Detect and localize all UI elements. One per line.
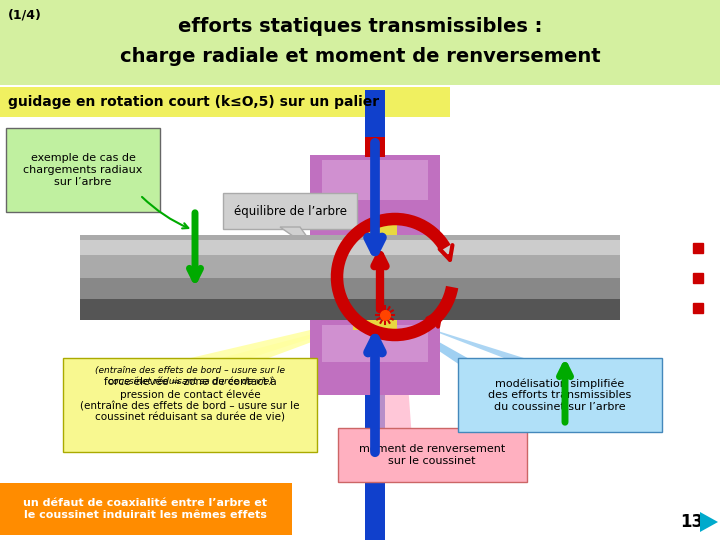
Text: efforts statiques transmissibles :: efforts statiques transmissibles : — [178, 17, 542, 36]
Bar — [322, 325, 428, 362]
Text: (1/4): (1/4) — [8, 8, 42, 21]
Polygon shape — [80, 315, 385, 410]
Text: un défaut de coaxialité entre l’arbre et
le coussinet induirait les mêmes effets: un défaut de coaxialité entre l’arbre et… — [23, 498, 267, 520]
Text: force élevée ⇒ zone de contact à
pression de contact élevée
(entraîne des effets: force élevée ⇒ zone de contact à pressio… — [80, 377, 300, 423]
Text: charge radiale et moment de renversement: charge radiale et moment de renversement — [120, 46, 600, 65]
Polygon shape — [75, 313, 387, 415]
Polygon shape — [280, 227, 320, 255]
Bar — [365, 137, 385, 157]
Bar — [80, 235, 620, 299]
Bar — [80, 235, 620, 320]
Bar — [310, 320, 440, 395]
Polygon shape — [370, 315, 415, 480]
Text: 13: 13 — [680, 513, 703, 531]
FancyBboxPatch shape — [0, 483, 292, 535]
Bar — [322, 160, 428, 200]
FancyBboxPatch shape — [223, 193, 357, 229]
FancyBboxPatch shape — [6, 128, 160, 212]
Bar — [80, 240, 620, 255]
FancyBboxPatch shape — [63, 358, 317, 452]
Bar — [365, 90, 385, 540]
Text: modélisation simplifiée
des efforts transmissibles
du coussinet sur l’arbre: modélisation simplifiée des efforts tran… — [488, 378, 631, 412]
Polygon shape — [387, 313, 610, 395]
Bar — [80, 235, 620, 278]
Bar — [353, 225, 397, 330]
Polygon shape — [385, 315, 560, 420]
Polygon shape — [700, 512, 718, 532]
FancyBboxPatch shape — [458, 358, 662, 432]
Bar — [0, 0, 720, 85]
FancyBboxPatch shape — [338, 428, 527, 482]
Bar — [310, 155, 440, 235]
Text: exemple de cas de
chargements radiaux
sur l’arbre: exemple de cas de chargements radiaux su… — [23, 153, 143, 187]
Text: moment de renversement
sur le coussinet: moment de renversement sur le coussinet — [359, 444, 505, 466]
Text: équilibre de l’arbre: équilibre de l’arbre — [233, 205, 346, 218]
Text: (entraîne des effets de bord – usure sur le
coussinet réduisant sa durée de vie): (entraîne des effets de bord – usure sur… — [95, 366, 285, 386]
Text: guidage en rotation court (k≤O,5) sur un palier: guidage en rotation court (k≤O,5) sur un… — [8, 95, 379, 109]
Bar — [0, 87, 450, 117]
